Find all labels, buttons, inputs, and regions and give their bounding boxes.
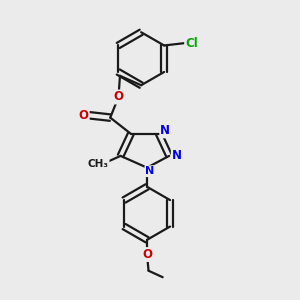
Text: N: N bbox=[172, 149, 182, 162]
Text: O: O bbox=[79, 109, 89, 122]
Text: CH₃: CH₃ bbox=[88, 158, 109, 169]
Text: N: N bbox=[146, 166, 154, 176]
Text: Cl: Cl bbox=[185, 37, 198, 50]
Text: O: O bbox=[113, 91, 124, 103]
Text: N: N bbox=[160, 124, 170, 137]
Text: O: O bbox=[142, 248, 153, 261]
